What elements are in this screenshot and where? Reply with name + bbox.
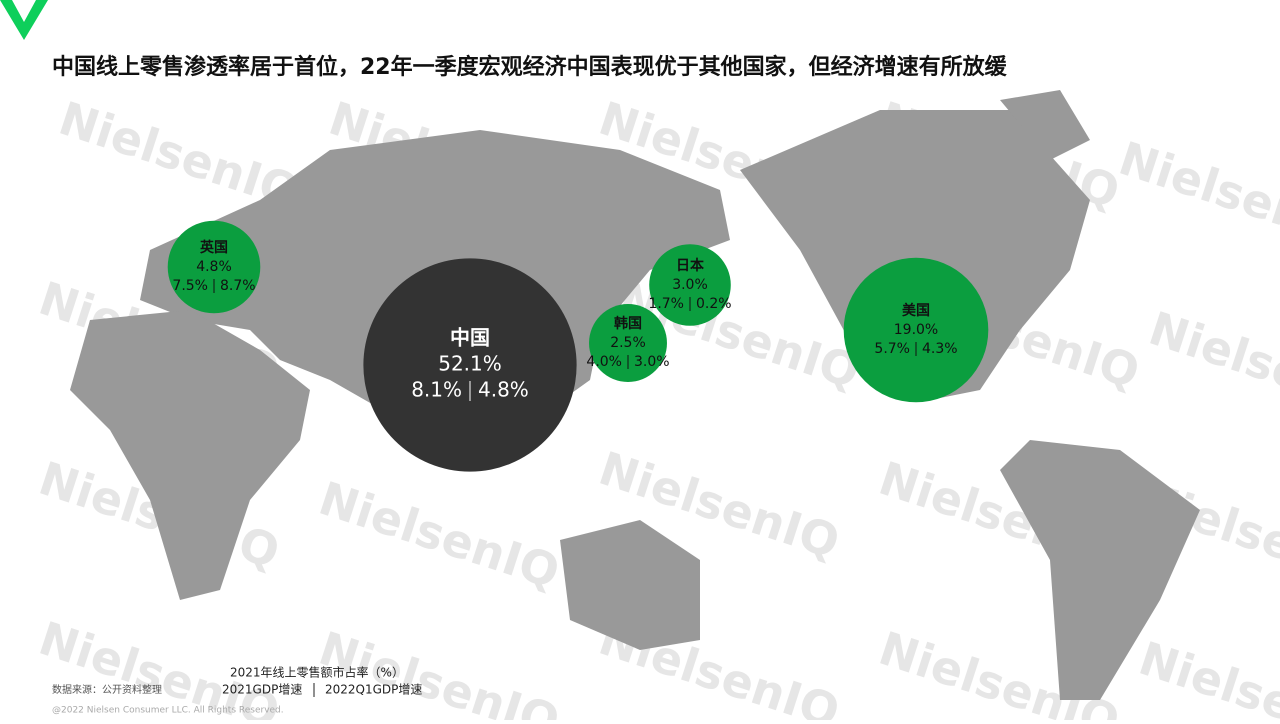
country-name: 韩国 xyxy=(614,315,642,332)
country-bubble: 韩国 2.5% 4.0% 3.0% xyxy=(586,304,670,382)
gdp2022q1-label: 4.3% xyxy=(922,341,958,357)
country-name: 中国 xyxy=(450,326,490,350)
source: 数据来源：公开资料整理 xyxy=(52,683,162,696)
africa xyxy=(70,310,310,600)
copyright: @2022 Nielsen Consumer LLC. All Rights R… xyxy=(52,706,284,716)
bubble xyxy=(363,258,577,472)
gdp2022q1-label: 4.8% xyxy=(478,378,529,402)
watermark: NielsenIQ xyxy=(313,471,566,599)
australia xyxy=(560,520,700,650)
country-name: 英国 xyxy=(199,239,228,256)
legend-gdp2022q1: 2022Q1GDP增速 xyxy=(325,683,422,697)
gdp2022q1-label: 3.0% xyxy=(634,354,670,370)
gdp2022q1-label: 8.7% xyxy=(220,278,256,294)
watermark: NielsenIQ xyxy=(1133,631,1280,720)
legend-size: 2021年线上零售额市占率（%） xyxy=(230,665,404,680)
gdp2021-label: 5.7% xyxy=(874,341,910,357)
gdp2022q1-label: 0.2% xyxy=(696,296,732,312)
north-america xyxy=(740,110,1090,400)
share-label: 19.0% xyxy=(894,322,938,338)
country-bubble: 美国 19.0% 5.7% 4.3% xyxy=(843,257,989,403)
watermark: NielsenIQ xyxy=(1113,131,1280,259)
share-label: 3.0% xyxy=(672,277,708,293)
share-label: 2.5% xyxy=(610,335,646,351)
bubble xyxy=(843,257,989,403)
watermark: NielsenIQ xyxy=(1143,301,1280,429)
title: 中国线上零售渗透率居于首位，22年一季度宏观经济中国表现优于其他国家，但经济增速… xyxy=(52,54,1008,80)
country-bubble: 英国 4.8% 7.5% 8.7% xyxy=(167,220,261,314)
country-name: 日本 xyxy=(676,257,705,274)
bubble xyxy=(589,304,667,382)
logo xyxy=(0,0,48,40)
gdp2021-label: 8.1% xyxy=(411,378,462,402)
country-bubble: 日本 3.0% 1.7% 0.2% xyxy=(648,244,732,326)
bubble xyxy=(167,220,261,314)
share-label: 52.1% xyxy=(438,352,502,376)
gdp2021-label: 1.7% xyxy=(648,296,684,312)
gdp2021-label: 4.0% xyxy=(586,354,622,370)
bubble xyxy=(649,244,731,326)
country-name: 美国 xyxy=(902,302,930,319)
share-label: 4.8% xyxy=(196,259,232,275)
gdp2021-label: 7.5% xyxy=(172,278,208,294)
legend-gdp2021: 2021GDP增速 xyxy=(222,683,302,697)
south-america xyxy=(1000,440,1200,700)
greenland xyxy=(1000,90,1090,160)
